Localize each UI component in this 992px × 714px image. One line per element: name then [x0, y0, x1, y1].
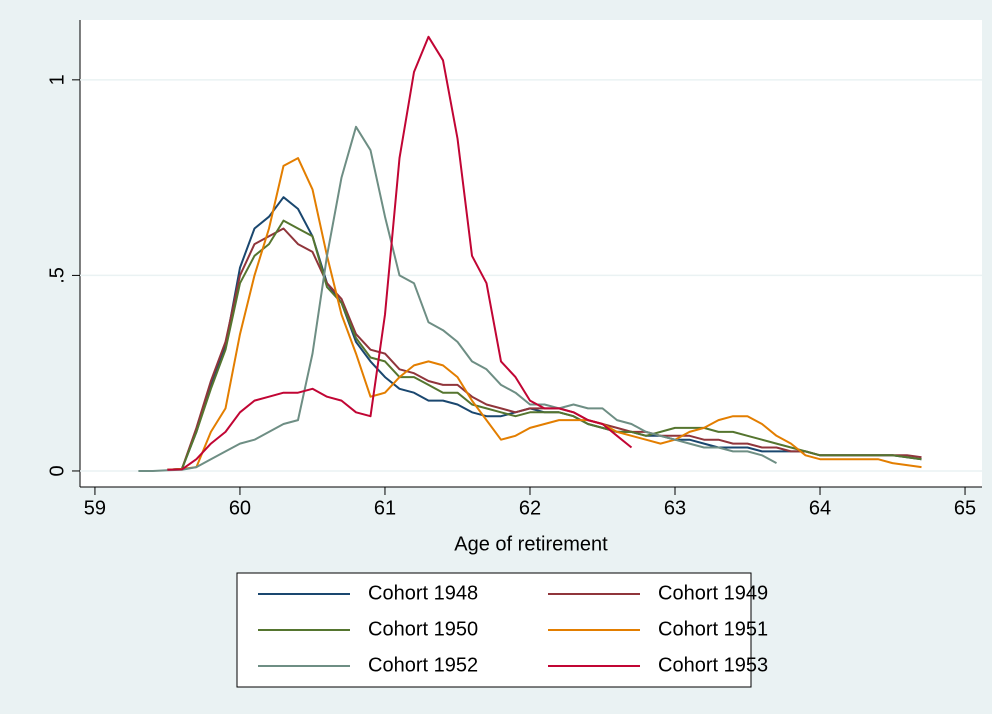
- series-line: [167, 35, 633, 471]
- series-line: [167, 157, 922, 471]
- legend-label: Cohort 1948: [368, 582, 478, 604]
- x-tick-label: 61: [374, 497, 396, 519]
- y-tick-label: 1: [46, 74, 68, 85]
- y-tick-label: 0: [46, 465, 68, 476]
- x-tick-label: 64: [809, 497, 831, 519]
- x-tick-label: 60: [229, 497, 251, 519]
- plot-area: [80, 20, 982, 487]
- x-tick-label: 63: [664, 497, 686, 519]
- x-tick-label: 59: [84, 497, 106, 519]
- y-tick-label: .5: [46, 267, 68, 284]
- x-axis-title: Age of retirement: [454, 533, 608, 555]
- x-tick-label: 65: [954, 497, 976, 519]
- legend-label: Cohort 1950: [368, 618, 478, 640]
- legend-label: Cohort 1952: [368, 654, 478, 676]
- series-line: [167, 219, 922, 471]
- legend-label: Cohort 1949: [658, 582, 768, 604]
- legend-label: Cohort 1951: [658, 618, 768, 640]
- legend-label: Cohort 1953: [658, 654, 768, 676]
- x-tick-label: 62: [519, 497, 541, 519]
- series-line: [138, 125, 777, 472]
